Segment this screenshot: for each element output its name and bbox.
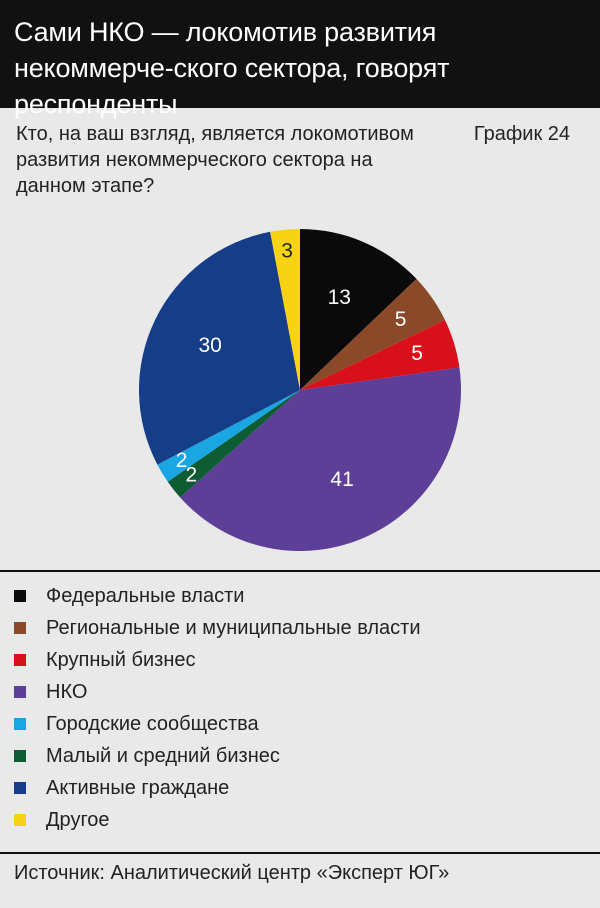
legend: Федеральные власти Региональные и муницип… xyxy=(14,580,584,836)
legend-swatch xyxy=(14,814,26,826)
legend-label: Другое xyxy=(46,808,110,831)
legend-label: Региональные и муниципальные власти xyxy=(46,616,421,639)
pie-slice-3 xyxy=(180,367,461,551)
legend-swatch xyxy=(14,750,26,762)
legend-item: Другое xyxy=(14,804,584,836)
graph-number: График 24 xyxy=(473,123,570,145)
pie-chart: 13 55 41 22 30 3 xyxy=(138,229,461,551)
slice-value-label-3: 41 xyxy=(330,468,353,491)
slice-value-label-4: 2 xyxy=(186,463,198,486)
pie-slice-5 xyxy=(157,390,300,482)
legend-swatch xyxy=(14,654,26,666)
legend-label: Городские сообщества xyxy=(46,712,259,735)
slice-value-label-7: 3 xyxy=(281,240,293,263)
legend-item: Региональные и муниципальные власти xyxy=(14,612,584,644)
divider-bottom xyxy=(0,852,600,854)
pie-slice-1 xyxy=(300,278,445,390)
slice-value-label-5: 2 xyxy=(176,449,188,472)
legend-label: НКО xyxy=(46,680,88,703)
legend-swatch xyxy=(14,590,26,602)
legend-item: Активные граждане xyxy=(14,772,584,804)
legend-label: Федеральные власти xyxy=(46,584,245,607)
slice-value-label-2: 5 xyxy=(411,342,423,365)
legend-label: Крупный бизнес xyxy=(46,648,196,671)
legend-swatch xyxy=(14,782,26,794)
legend-item: НКО xyxy=(14,676,584,708)
slice-value-label-0: 13 xyxy=(328,286,351,309)
legend-item: Городские сообщества xyxy=(14,708,584,740)
slice-value-label-1: 5 xyxy=(395,308,407,331)
divider-top xyxy=(0,570,600,572)
legend-label: Малый и средний бизнес xyxy=(46,744,280,767)
legend-item: Федеральные власти xyxy=(14,580,584,612)
legend-swatch xyxy=(14,622,26,634)
legend-label: Активные граждане xyxy=(46,776,230,799)
pie-slice-6 xyxy=(138,231,300,465)
header-bar: Сами НКО — локомотив развития некоммерче… xyxy=(0,0,600,119)
legend-item: Малый и средний бизнес xyxy=(14,740,584,772)
pie-slice-0 xyxy=(300,229,417,390)
pie-slice-2 xyxy=(300,319,460,390)
legend-item: Крупный бизнес xyxy=(14,644,584,676)
legend-swatch xyxy=(14,718,26,730)
source-note: Источник: Аналитический центр «Эксперт Ю… xyxy=(14,862,450,884)
survey-question: Кто, на ваш взгляд, является локомотивом… xyxy=(16,123,414,197)
chart-title: Сами НКО — локомотив развития некоммерче… xyxy=(14,17,450,119)
pie-slice-4 xyxy=(167,390,300,498)
slice-value-label-6: 30 xyxy=(198,334,221,357)
legend-swatch xyxy=(14,686,26,698)
pie-slice-7 xyxy=(270,229,300,390)
